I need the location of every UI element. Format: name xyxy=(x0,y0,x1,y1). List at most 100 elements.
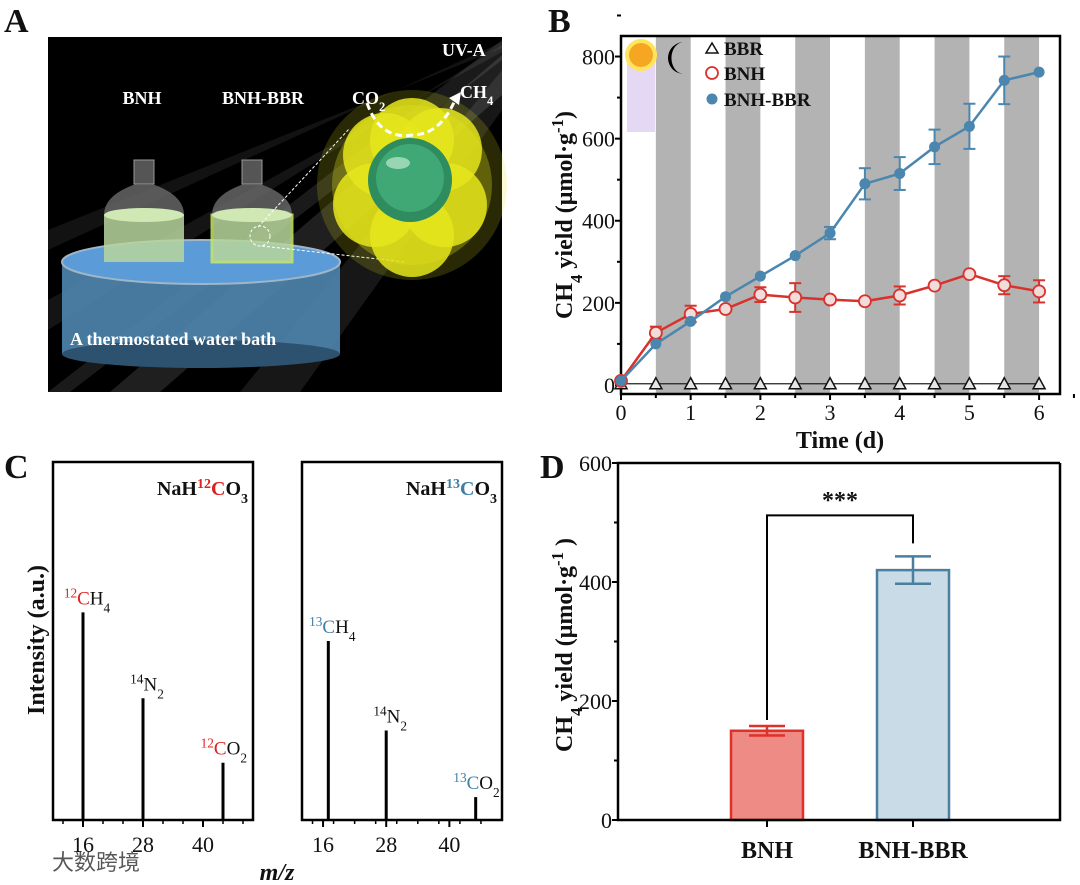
data-point xyxy=(894,168,906,180)
y-axis-title: CH4 yield (μmol·g-1 ) xyxy=(548,538,586,752)
data-point xyxy=(824,227,836,239)
bottle-label-bnh: BNH xyxy=(122,88,161,108)
y-axis-title-part: yield (μmol·g xyxy=(552,566,578,708)
x-tick-label: 5 xyxy=(964,400,975,425)
x-tick-label: 2 xyxy=(755,400,766,425)
data-point xyxy=(892,288,907,303)
data-point xyxy=(718,376,733,390)
peak-label-part: C xyxy=(322,617,335,638)
dark-period-band xyxy=(1004,36,1040,394)
spectrum-title-part: 3 xyxy=(490,492,497,507)
data-point xyxy=(753,376,768,390)
y-axis-title-part: yield (μmol·g xyxy=(552,133,578,275)
data-point xyxy=(788,290,803,305)
co2-label-part: 2 xyxy=(379,100,385,114)
data-point xyxy=(753,287,768,302)
dark-period-band xyxy=(795,36,831,394)
data-point xyxy=(720,291,732,303)
spectrum-title-part: C xyxy=(460,478,474,500)
y-tick-label: 0 xyxy=(601,808,612,833)
spectrum-title-part: NaH xyxy=(157,478,197,500)
bottle-bnh-bbr xyxy=(210,159,294,264)
data-point xyxy=(996,376,1012,390)
peak-label-part: N xyxy=(387,707,401,728)
spectrum-title-part: O xyxy=(474,478,490,500)
panel-label-b: B xyxy=(548,3,571,40)
y-tick-label: 800 xyxy=(582,45,615,70)
bottle-cap xyxy=(133,159,155,185)
peak-label-part: 4 xyxy=(349,629,356,644)
x-tick-label: 40 xyxy=(438,832,460,857)
panel-label-d: D xyxy=(540,449,565,486)
peak-label: 12CO2 xyxy=(201,735,247,765)
x-tick-label: 0 xyxy=(616,400,627,425)
plot-frame xyxy=(616,461,1062,822)
water-bath-label: A thermostated water bath xyxy=(70,329,276,349)
data-point xyxy=(823,292,837,307)
data-point xyxy=(648,376,664,390)
data-point xyxy=(615,375,627,387)
legend-label: BNH xyxy=(724,64,765,85)
water-bath-bottom xyxy=(62,340,340,368)
y-axis-title-part: 4 xyxy=(567,274,586,283)
zoom-circle xyxy=(249,225,271,247)
data-point xyxy=(892,376,907,390)
spectrum-title-part: 13 xyxy=(446,477,460,492)
watermark: 大数跨境 xyxy=(52,850,140,875)
y-tick-label: 600 xyxy=(579,451,612,476)
y-tick-label: 200 xyxy=(579,689,612,714)
peak-label-part: 12 xyxy=(201,735,214,750)
series-bnh-bbr xyxy=(615,55,1045,387)
bottle-cap xyxy=(241,159,263,185)
chart-b-time-course xyxy=(613,14,1075,400)
uv-a-label: UV-A xyxy=(442,40,486,60)
spectrum-title-part: O xyxy=(225,478,241,500)
bottle-liquid xyxy=(210,213,294,264)
legend-marker xyxy=(704,41,720,54)
spectrum-title-part: NaH xyxy=(406,478,446,500)
legend-marker xyxy=(705,66,719,80)
sun-core xyxy=(629,43,653,67)
y-axis-title-part: ) xyxy=(552,111,578,119)
peak-label-part: 12 xyxy=(64,585,77,600)
chart-d-bar xyxy=(612,461,1062,827)
spectrum-title: NaH13CO3 xyxy=(406,477,497,507)
photocatalyst-cluster-icon xyxy=(317,90,507,280)
dark-period-band xyxy=(725,36,761,394)
ch4-label-part: 4 xyxy=(487,94,494,108)
co2-label: CO2 xyxy=(352,88,385,114)
data-point xyxy=(1031,376,1047,390)
chart-c-mass-spectrum-12c xyxy=(51,460,255,827)
data-point xyxy=(1033,66,1045,78)
x-axis-title: m/z xyxy=(260,860,295,885)
y-axis-title-part: -1 xyxy=(548,119,567,133)
y-tick-label: 200 xyxy=(582,291,615,316)
y-axis-title-part: CH xyxy=(552,283,578,319)
data-point xyxy=(857,376,873,390)
data-point xyxy=(789,250,801,262)
panel-label-a: A xyxy=(4,3,29,40)
bottle-shoulder xyxy=(212,184,292,215)
peak-label-part: O xyxy=(479,773,493,794)
x-tick-label: 16 xyxy=(72,832,94,857)
data-point xyxy=(683,376,698,390)
light-beam xyxy=(627,62,655,132)
data-point xyxy=(648,325,663,340)
data-point xyxy=(718,302,733,316)
y-axis-title-part: ) xyxy=(552,538,578,552)
peak-label-part: 13 xyxy=(453,770,467,785)
moon-icon xyxy=(668,42,684,74)
spectrum-title-part: 3 xyxy=(241,492,248,507)
data-point xyxy=(685,315,697,327)
x-tick-label: 3 xyxy=(825,400,836,425)
peak-label: 13CO2 xyxy=(453,770,499,800)
significance-label: *** xyxy=(822,488,858,514)
bar-bnh-bbr xyxy=(875,568,951,822)
data-point xyxy=(962,376,977,390)
peak-label-part: C xyxy=(467,773,480,794)
x-tick-label: 28 xyxy=(132,832,154,857)
bottle-label-bnh-bbr: BNH-BBR xyxy=(222,88,305,108)
data-point xyxy=(963,120,975,132)
data-point xyxy=(857,294,872,309)
